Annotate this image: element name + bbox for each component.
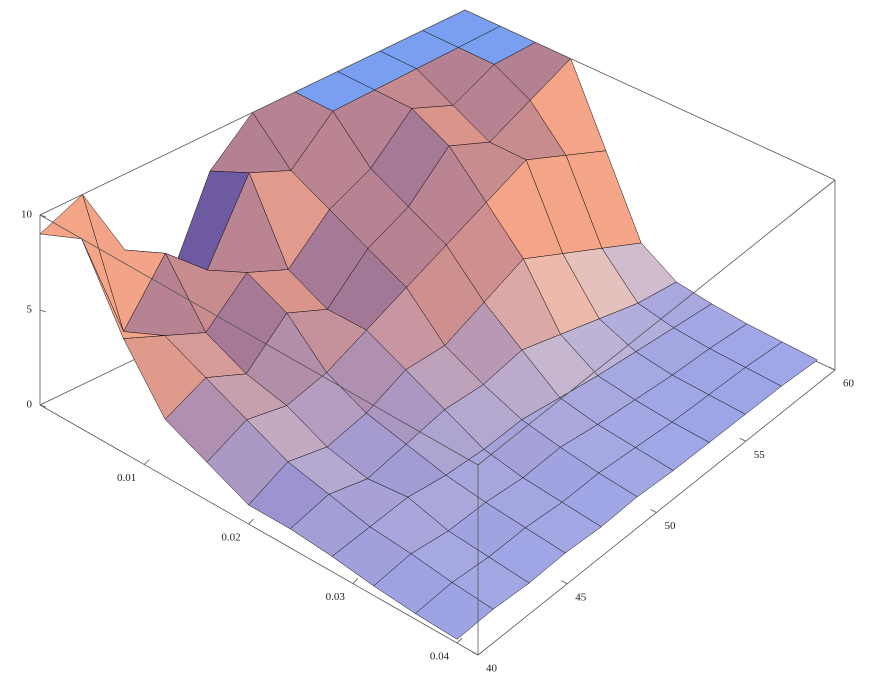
x-tick-label: 0.03: [326, 591, 346, 603]
x-tick: [248, 518, 254, 525]
box-edge: [39, 214, 479, 466]
x-tick-label: 0.01: [117, 472, 136, 484]
x-tick-label: 0.04: [430, 651, 450, 663]
y-tick-label: 60: [843, 378, 855, 390]
x-tick-label: 0.02: [221, 532, 240, 544]
z-tick-label: 5: [27, 304, 33, 316]
y-tick: [561, 580, 568, 585]
x-tick: [144, 459, 150, 465]
y-tick-label: 50: [665, 520, 677, 532]
box-edge: [464, 9, 836, 181]
surface-patch: [415, 582, 494, 640]
z-tick: [39, 404, 47, 408]
box-edge: [39, 9, 466, 216]
y-tick: [650, 509, 657, 513]
z-tick-label: 10: [21, 209, 33, 221]
z-tick: [39, 309, 47, 313]
x-tick: [352, 578, 359, 584]
box-edge: [39, 404, 479, 656]
box-edge: [477, 179, 836, 466]
y-tick: [828, 366, 836, 371]
y-tick: [471, 651, 479, 656]
y-tick-label: 40: [486, 663, 498, 675]
y-tick-label: 45: [575, 591, 587, 603]
z-tick-label: 0: [27, 399, 33, 411]
y-tick-label: 55: [754, 449, 766, 461]
x-tick: [456, 637, 463, 644]
z-tick: [39, 214, 47, 218]
y-tick: [739, 437, 746, 442]
